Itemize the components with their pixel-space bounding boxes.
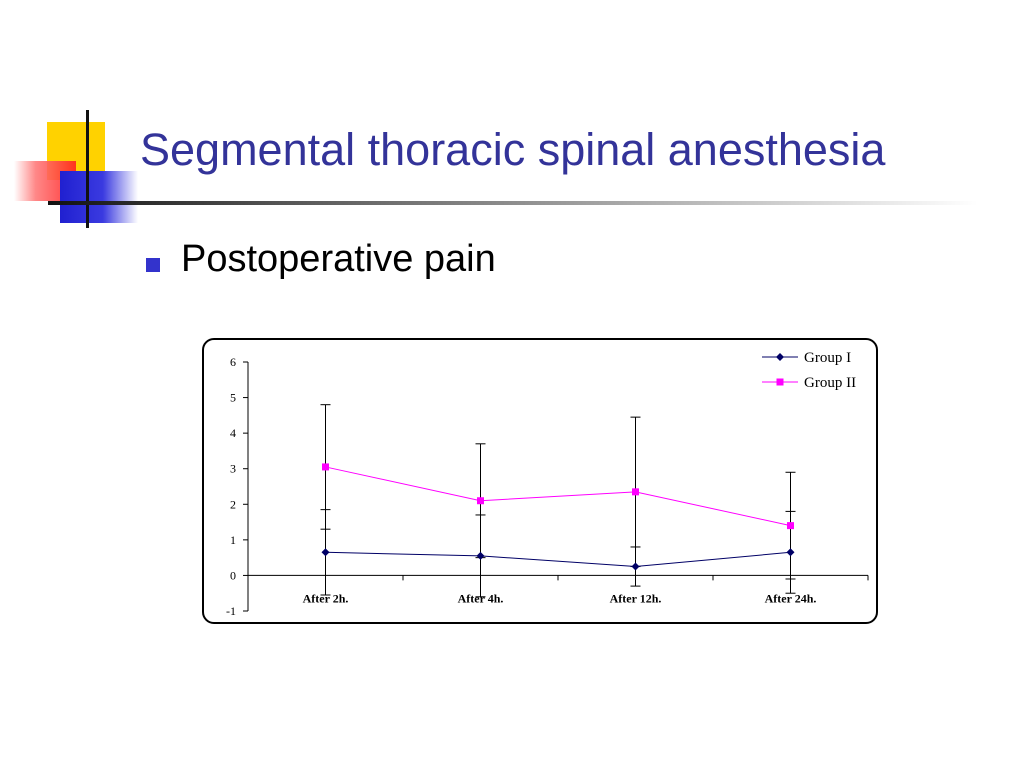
- data-point-series-1: [786, 548, 795, 557]
- series-line-2: [325, 466, 791, 527]
- data-point-series-1: [631, 562, 640, 571]
- x-tick-label: After 12h.: [610, 591, 662, 605]
- slide-title: Segmental thoracic spinal anesthesia: [140, 124, 886, 175]
- data-point-series-2: [477, 497, 484, 505]
- x-tick-label: After 2h.: [303, 591, 349, 605]
- y-tick-label: -1: [226, 604, 236, 618]
- title-underline: [48, 201, 978, 205]
- y-tick-label: 3: [230, 462, 236, 476]
- y-tick-label: 2: [230, 497, 236, 511]
- data-point-series-2: [322, 463, 329, 471]
- y-tick-label: 6: [230, 355, 236, 369]
- y-tick-label: 5: [230, 391, 236, 405]
- x-tick-label: After 24h.: [765, 591, 817, 605]
- y-tick-label: 4: [230, 426, 236, 440]
- y-tick-label: 1: [230, 533, 236, 547]
- legend-label-1: Group I: [804, 350, 851, 366]
- data-point-series-1: [321, 548, 330, 557]
- data-point-series-2: [787, 522, 794, 530]
- decor-blue-square: [60, 171, 138, 223]
- legend-marker-1: [776, 353, 784, 361]
- y-tick-label: 0: [230, 568, 236, 582]
- data-point-series-1: [476, 551, 485, 560]
- series-line-1: [325, 551, 791, 568]
- x-tick-label: After 4h.: [458, 591, 504, 605]
- legend-label-2: Group II: [804, 375, 856, 391]
- legend-marker-2: [776, 378, 784, 386]
- data-point-series-2: [632, 488, 639, 496]
- chart-frame: [202, 338, 878, 624]
- bullet-square-icon: [146, 258, 160, 272]
- bullet-text: Postoperative pain: [181, 238, 496, 280]
- decor-vertical-line: [86, 110, 89, 228]
- line-chart: -1 0 1 2 3 4 5 6 After 2h. After 4h. After 12h. Aft…: [226, 350, 869, 618]
